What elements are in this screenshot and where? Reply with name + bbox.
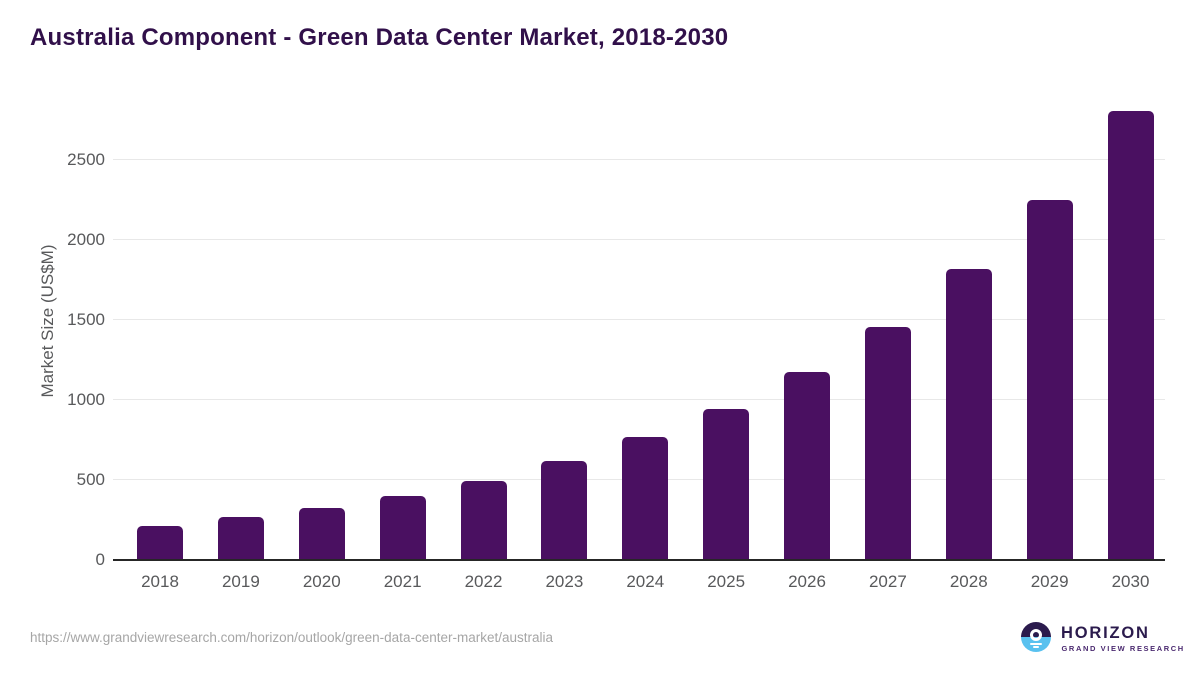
brand-subtitle: GRAND VIEW RESEARCH	[1061, 644, 1185, 653]
x-tick-label: 2026	[788, 572, 826, 591]
x-tick-label: 2019	[221, 572, 260, 591]
bar-2020	[298, 507, 345, 559]
x-tick-label: 2021	[383, 572, 422, 591]
x-tick-label: 2018	[141, 572, 179, 591]
gridline	[113, 319, 1165, 320]
bar-2022	[460, 480, 507, 559]
x-tick-label: 2028	[949, 572, 988, 591]
sun-ring-icon	[1029, 628, 1042, 641]
x-tick-label: 2030	[1111, 572, 1150, 591]
x-tick-label: 2027	[868, 572, 907, 591]
bar-2027	[864, 327, 911, 559]
bar-2029	[1026, 199, 1073, 559]
y-tick-label: 1000	[67, 390, 105, 409]
horizon-logo: HORIZON GRAND VIEW RESEARCH	[1021, 621, 1183, 655]
y-tick-label: 2500	[67, 150, 105, 169]
y-tick-label: 0	[95, 550, 105, 569]
bar-2030	[1107, 111, 1154, 559]
horizon-reflection-line	[1033, 646, 1039, 648]
bar-2024	[622, 437, 669, 559]
horizon-logo-icon	[1021, 622, 1051, 652]
bar-2023	[541, 461, 588, 559]
bar-2021	[379, 495, 426, 559]
y-tick-label: 500	[76, 470, 105, 489]
x-axis-line	[113, 559, 1165, 561]
x-tick-label: 2025	[707, 572, 746, 591]
bar-2026	[784, 371, 830, 559]
x-tick-label: 2024	[626, 572, 665, 591]
source-url: https://www.grandviewresearch.com/horizo…	[30, 630, 553, 645]
x-tick-label: 2022	[464, 572, 503, 591]
bar-2018	[137, 526, 183, 559]
horizon-reflection-line	[1030, 642, 1042, 645]
x-tick-label: 2023	[545, 572, 584, 591]
y-tick-label: 1500	[67, 310, 105, 329]
y-tick-label: 2000	[67, 230, 105, 249]
bar-2028	[945, 269, 992, 559]
bar-2019	[217, 517, 264, 559]
brand-name: HORIZON	[1061, 624, 1150, 642]
gridline	[113, 159, 1165, 160]
gridline	[113, 399, 1165, 400]
y-axis-label: Market Size (US$M)	[38, 244, 57, 398]
x-tick-label: 2020	[302, 572, 341, 591]
gridline	[113, 239, 1165, 240]
bar-2025	[703, 408, 750, 559]
x-tick-label: 2029	[1030, 572, 1069, 591]
chart-title: Australia Component - Green Data Center …	[30, 24, 729, 51]
